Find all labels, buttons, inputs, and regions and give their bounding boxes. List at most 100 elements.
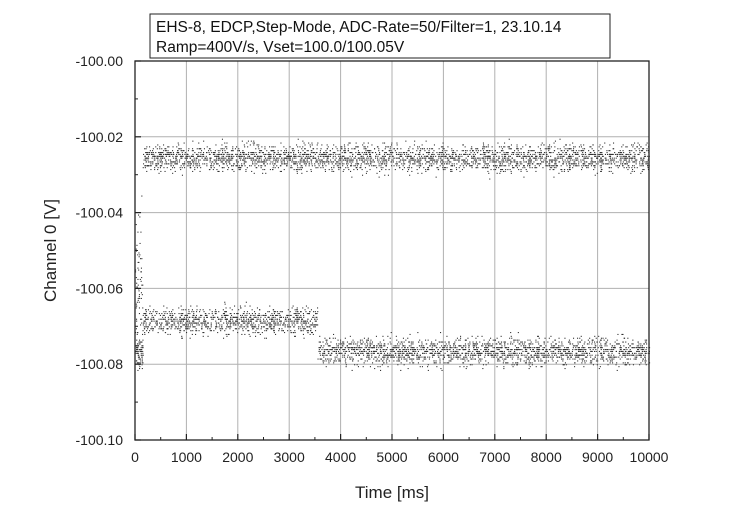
data-point bbox=[178, 313, 180, 315]
data-point bbox=[142, 347, 144, 349]
data-point bbox=[425, 169, 427, 171]
data-point bbox=[527, 150, 529, 152]
data-point bbox=[419, 354, 421, 356]
data-point bbox=[542, 167, 544, 169]
data-point bbox=[361, 347, 363, 349]
data-point bbox=[416, 354, 418, 356]
data-point bbox=[583, 366, 585, 368]
data-point bbox=[402, 169, 404, 171]
data-point bbox=[417, 172, 419, 174]
data-point bbox=[387, 366, 389, 368]
data-point bbox=[199, 148, 201, 150]
data-point bbox=[300, 169, 302, 171]
data-point bbox=[218, 326, 220, 328]
data-point bbox=[193, 313, 195, 315]
data-point bbox=[417, 358, 419, 360]
data-point bbox=[539, 152, 541, 154]
data-point bbox=[479, 163, 481, 165]
data-point bbox=[250, 320, 252, 322]
data-point bbox=[473, 354, 475, 356]
data-point bbox=[513, 352, 515, 354]
data-point bbox=[589, 146, 591, 148]
data-point bbox=[503, 354, 505, 356]
data-point bbox=[389, 349, 391, 351]
data-point bbox=[517, 148, 519, 150]
data-point bbox=[398, 341, 400, 343]
data-point bbox=[171, 163, 173, 165]
data-point bbox=[250, 318, 252, 320]
data-point bbox=[538, 349, 540, 351]
data-point bbox=[578, 350, 580, 352]
data-point bbox=[230, 318, 232, 320]
data-point bbox=[583, 360, 585, 362]
data-point bbox=[380, 345, 382, 347]
data-point bbox=[265, 313, 267, 315]
data-point bbox=[150, 169, 152, 171]
data-point bbox=[293, 322, 295, 324]
data-point bbox=[357, 341, 359, 343]
data-point bbox=[348, 159, 350, 161]
data-point bbox=[492, 152, 494, 154]
data-point bbox=[529, 362, 531, 364]
data-point bbox=[137, 284, 139, 286]
data-point bbox=[569, 358, 571, 360]
data-point bbox=[254, 163, 256, 165]
data-point bbox=[599, 341, 601, 343]
data-point bbox=[513, 339, 515, 341]
data-point bbox=[574, 366, 576, 368]
data-point bbox=[524, 356, 526, 358]
data-point bbox=[599, 144, 601, 146]
data-point bbox=[390, 161, 392, 163]
data-point bbox=[491, 150, 493, 152]
data-point bbox=[273, 165, 275, 167]
data-point bbox=[336, 148, 338, 150]
data-point bbox=[367, 349, 369, 351]
data-point bbox=[590, 360, 592, 362]
data-point bbox=[526, 350, 528, 352]
data-point bbox=[276, 322, 278, 324]
data-point bbox=[235, 320, 237, 322]
data-point bbox=[278, 313, 280, 315]
data-point bbox=[539, 349, 541, 351]
data-point bbox=[425, 140, 427, 142]
data-point bbox=[339, 352, 341, 354]
data-point bbox=[381, 157, 383, 159]
data-point bbox=[547, 356, 549, 358]
data-point bbox=[544, 337, 546, 339]
data-point bbox=[157, 155, 159, 157]
data-point bbox=[632, 144, 634, 146]
data-point bbox=[270, 322, 272, 324]
data-point bbox=[642, 358, 644, 360]
data-point bbox=[561, 354, 563, 356]
data-point bbox=[258, 159, 260, 161]
data-point bbox=[508, 138, 510, 140]
data-point bbox=[160, 328, 162, 330]
data-point bbox=[448, 356, 450, 358]
data-point bbox=[416, 159, 418, 161]
data-point bbox=[608, 170, 610, 172]
data-point bbox=[564, 350, 566, 352]
data-point bbox=[569, 341, 571, 343]
data-point bbox=[273, 330, 275, 332]
data-point bbox=[439, 350, 441, 352]
data-point bbox=[523, 343, 525, 345]
data-point bbox=[529, 347, 531, 349]
data-point bbox=[319, 159, 321, 161]
data-point bbox=[595, 349, 597, 351]
data-point bbox=[138, 214, 140, 216]
data-point bbox=[332, 350, 334, 352]
data-point bbox=[366, 345, 368, 347]
data-point bbox=[309, 144, 311, 146]
data-point bbox=[316, 318, 318, 320]
data-point bbox=[544, 356, 546, 358]
data-point bbox=[204, 320, 206, 322]
data-point bbox=[144, 333, 146, 335]
data-point bbox=[253, 155, 255, 157]
data-point bbox=[561, 155, 563, 157]
data-point bbox=[635, 356, 637, 358]
data-point bbox=[219, 159, 221, 161]
data-point bbox=[487, 354, 489, 356]
data-point bbox=[339, 167, 341, 169]
data-point bbox=[168, 311, 170, 313]
data-point bbox=[215, 324, 217, 326]
